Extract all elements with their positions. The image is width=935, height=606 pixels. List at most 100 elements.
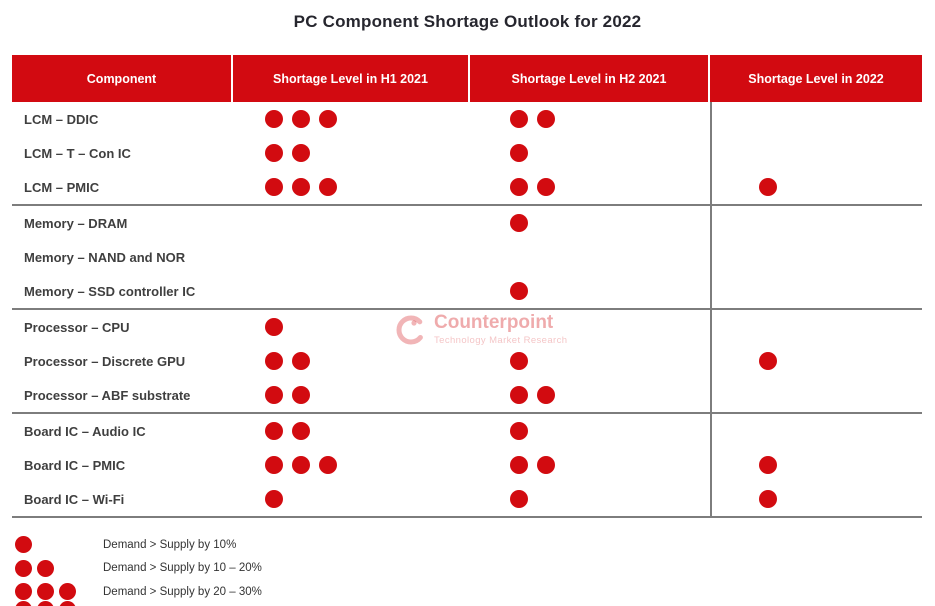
shortage-dot bbox=[510, 422, 528, 440]
y2022-cell bbox=[710, 240, 922, 274]
table-header-row: Component Shortage Level in H1 2021 Shorta… bbox=[12, 55, 922, 102]
shortage-dot bbox=[265, 422, 283, 440]
h1-2021-cell bbox=[233, 448, 470, 482]
shortage-dot bbox=[292, 456, 310, 474]
shortage-dot bbox=[292, 144, 310, 162]
shortage-dot bbox=[510, 214, 528, 232]
legend-dot bbox=[37, 559, 54, 577]
shortage-dot bbox=[510, 282, 528, 300]
legend-item: Demand > Supply by 10 – 20% bbox=[15, 557, 262, 581]
shortage-dot bbox=[292, 178, 310, 196]
shortage-dot bbox=[319, 456, 337, 474]
table-row: Board IC – Wi-Fi bbox=[12, 482, 922, 516]
shortage-dot bbox=[537, 110, 555, 128]
table-group: Board IC – Audio IC Board IC – PMIC Board … bbox=[12, 414, 922, 518]
component-label: LCM – PMIC bbox=[24, 179, 100, 195]
table-row: Memory – SSD controller IC bbox=[12, 274, 922, 308]
legend-label: Demand > Supply by 10 – 20% bbox=[103, 562, 262, 575]
y2022-cell bbox=[710, 136, 922, 170]
shortage-dot bbox=[537, 178, 555, 196]
h2-2021-cell bbox=[470, 310, 710, 344]
h2-2021-cell bbox=[470, 102, 710, 136]
legend-dot bbox=[15, 536, 32, 554]
table-group: Memory – DRAM Memory – NAND and NOR Memory… bbox=[12, 206, 922, 310]
h1-2021-cell bbox=[233, 136, 470, 170]
component-label: LCM – DDIC bbox=[24, 111, 99, 127]
y2022-cell bbox=[710, 274, 922, 308]
shortage-dot bbox=[510, 352, 528, 370]
shortage-dot bbox=[510, 178, 528, 196]
legend: Demand > Supply by 10% Demand > Supply by… bbox=[15, 533, 262, 604]
component-label: Board IC – Audio IC bbox=[24, 423, 146, 439]
legend-dot bbox=[59, 601, 76, 606]
component-label: Processor – CPU bbox=[24, 319, 130, 335]
legend-item: Demand > Supply by 20 – 30% bbox=[15, 580, 262, 604]
legend-dot bbox=[37, 601, 54, 606]
h2-2021-cell bbox=[470, 378, 710, 412]
shortage-dot bbox=[265, 318, 283, 336]
y2022-cell bbox=[710, 448, 922, 482]
h1-2021-cell bbox=[233, 414, 470, 448]
legend-dots bbox=[15, 536, 103, 554]
shortage-dot bbox=[292, 422, 310, 440]
shortage-dot bbox=[510, 456, 528, 474]
legend-dots bbox=[15, 559, 103, 577]
table-row: Board IC – PMIC bbox=[12, 448, 922, 482]
shortage-dot bbox=[319, 178, 337, 196]
h2-2021-cell bbox=[470, 414, 710, 448]
h1-2021-cell bbox=[233, 310, 470, 344]
table-row: LCM – T – Con IC bbox=[12, 136, 922, 170]
shortage-dot bbox=[537, 386, 555, 404]
shortage-dot bbox=[759, 490, 777, 508]
shortage-dot bbox=[510, 490, 528, 508]
shortage-dot bbox=[265, 144, 283, 162]
component-label: LCM – T – Con IC bbox=[24, 145, 131, 161]
shortage-dot bbox=[510, 110, 528, 128]
table-row: Memory – NAND and NOR bbox=[12, 240, 922, 274]
table-group: Processor – CPU Processor – Discrete GPU P… bbox=[12, 310, 922, 414]
component-label: Memory – SSD controller IC bbox=[24, 283, 196, 299]
shortage-dot bbox=[265, 386, 283, 404]
column-header: Component bbox=[12, 55, 233, 102]
page-title: PC Component Shortage Outlook for 2022 bbox=[293, 12, 642, 31]
shortage-dot bbox=[759, 352, 777, 370]
legend-label: Demand > Supply by 10% bbox=[103, 538, 237, 551]
h2-2021-cell bbox=[470, 344, 710, 378]
component-label: Memory – DRAM bbox=[24, 215, 128, 231]
table-row: Processor – Discrete GPU bbox=[12, 344, 922, 378]
h2-2021-cell bbox=[470, 482, 710, 516]
legend-dot bbox=[15, 559, 32, 577]
shortage-dot bbox=[319, 110, 337, 128]
h2-2021-cell bbox=[470, 170, 710, 204]
component-label: Processor – Discrete GPU bbox=[24, 353, 186, 369]
h1-2021-cell bbox=[233, 240, 470, 274]
column-header: Shortage Level in H1 2021 bbox=[233, 55, 470, 102]
legend-dots bbox=[15, 583, 103, 601]
table-row: Processor – ABF substrate bbox=[12, 378, 922, 412]
table-body: LCM – DDIC LCM – T – Con IC LCM – PMIC Memo… bbox=[12, 102, 922, 518]
shortage-dot bbox=[292, 386, 310, 404]
table-row: LCM – DDIC bbox=[12, 102, 922, 136]
table-group: LCM – DDIC LCM – T – Con IC LCM – PMIC bbox=[12, 102, 922, 206]
column-header: Shortage Level in 2022 bbox=[748, 71, 884, 86]
legend-label: Demand > Supply by 20 – 30% bbox=[103, 585, 262, 598]
shortage-dot bbox=[265, 352, 283, 370]
legend-dot bbox=[15, 583, 32, 601]
table-row: Board IC – Audio IC bbox=[12, 414, 922, 448]
h2-2021-cell bbox=[470, 240, 710, 274]
shortage-dot bbox=[510, 144, 528, 162]
legend-dot bbox=[37, 583, 54, 601]
h1-2021-cell bbox=[233, 344, 470, 378]
column-header: Shortage Level in H2 2021 bbox=[470, 55, 710, 102]
shortage-dot bbox=[510, 386, 528, 404]
shortage-dot bbox=[537, 456, 555, 474]
h2-2021-cell bbox=[470, 448, 710, 482]
shortage-dot bbox=[759, 178, 777, 196]
shortage-dot bbox=[759, 456, 777, 474]
h1-2021-cell bbox=[233, 102, 470, 136]
h1-2021-cell bbox=[233, 170, 470, 204]
h1-2021-cell bbox=[233, 378, 470, 412]
y2022-cell bbox=[710, 102, 922, 136]
component-label: Board IC – PMIC bbox=[24, 457, 126, 473]
